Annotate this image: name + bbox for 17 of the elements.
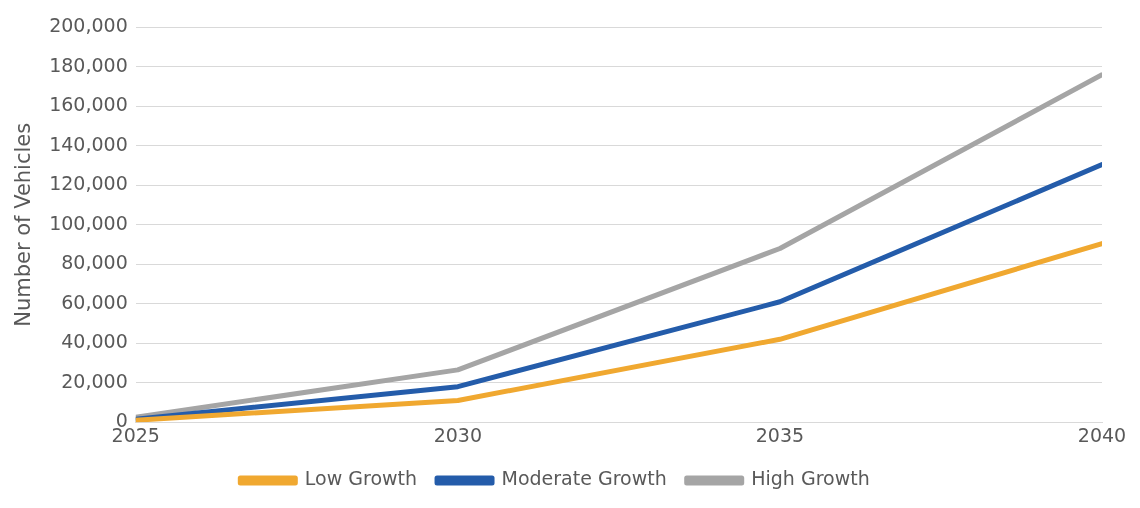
x-tick-label: 2040 <box>1077 423 1127 446</box>
legend-label: Low Growth <box>304 467 418 490</box>
y-tick-label: 140,000 <box>49 132 128 155</box>
y-tick-label: 160,000 <box>49 93 128 116</box>
y-tick-label: 180,000 <box>49 53 128 76</box>
x-tick-label: 2030 <box>433 423 483 446</box>
legend-label: Moderate Growth <box>501 467 667 490</box>
legend-label: High Growth <box>751 467 870 490</box>
y-tick-label: 100,000 <box>49 211 128 234</box>
x-tick-label: 2035 <box>755 423 805 446</box>
y-tick-label: 80,000 <box>61 251 128 274</box>
y-axis-title: Number of Vehicles <box>11 122 36 327</box>
y-tick-label: 60,000 <box>61 290 128 313</box>
y-tick-label: 200,000 <box>49 14 128 37</box>
y-tick-label: 20,000 <box>61 369 128 392</box>
y-tick-label: 120,000 <box>49 172 128 195</box>
y-tick-label: 40,000 <box>61 330 128 353</box>
